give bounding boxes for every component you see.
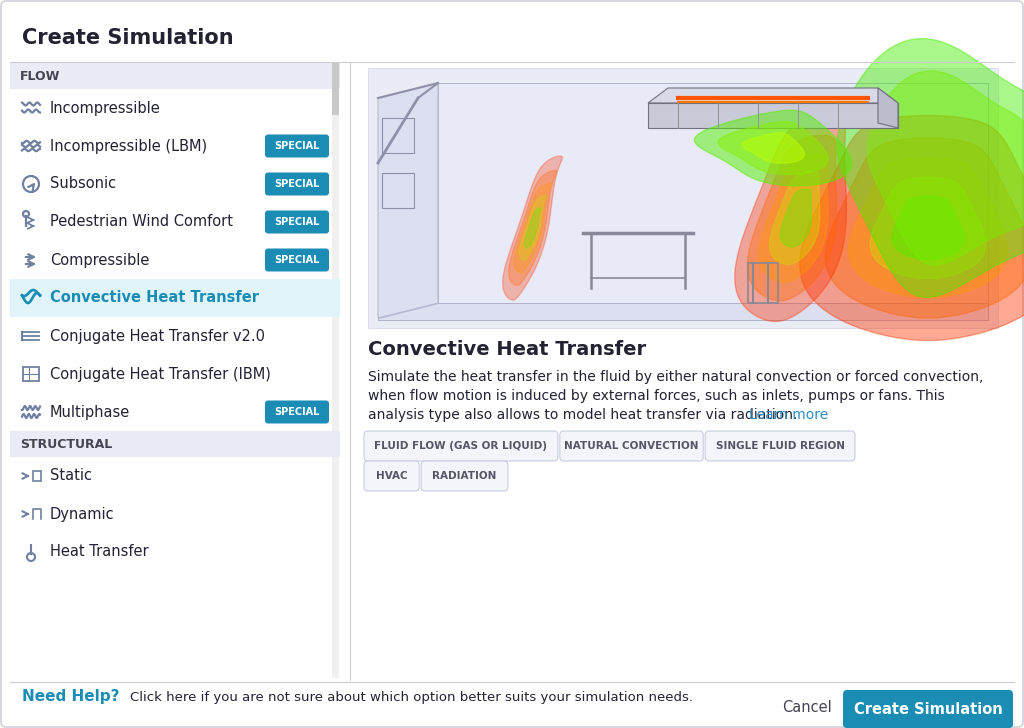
Text: SPECIAL: SPECIAL [274,141,319,151]
FancyBboxPatch shape [10,431,340,457]
Polygon shape [800,116,1024,341]
Polygon shape [770,171,820,264]
FancyBboxPatch shape [332,64,339,678]
Text: Conjugate Heat Transfer (IBM): Conjugate Heat Transfer (IBM) [50,366,271,381]
Text: SPECIAL: SPECIAL [274,255,319,265]
Text: when flow motion is induced by external forces, such as inlets, pumps or fans. T: when flow motion is induced by external … [368,389,945,403]
Polygon shape [759,154,828,282]
FancyBboxPatch shape [421,461,508,491]
Text: Simulate the heat transfer in the fluid by either natural convection or forced c: Simulate the heat transfer in the fluid … [368,370,983,384]
Polygon shape [825,138,1024,318]
Polygon shape [718,122,828,175]
Text: SPECIAL: SPECIAL [274,407,319,417]
FancyBboxPatch shape [560,431,703,461]
FancyBboxPatch shape [265,400,329,424]
Text: NATURAL CONVECTION: NATURAL CONVECTION [564,441,698,451]
Polygon shape [509,170,557,285]
Text: FLOW: FLOW [20,69,60,82]
FancyBboxPatch shape [368,68,998,328]
Polygon shape [780,189,812,247]
FancyBboxPatch shape [364,461,419,491]
Text: HVAC: HVAC [376,471,408,481]
FancyBboxPatch shape [364,431,558,461]
Text: Static: Static [50,469,92,483]
Text: Subsonic: Subsonic [50,176,116,191]
Text: Convective Heat Transfer: Convective Heat Transfer [368,340,646,359]
Polygon shape [748,135,837,301]
FancyBboxPatch shape [843,690,1013,728]
FancyBboxPatch shape [10,279,340,317]
Polygon shape [514,183,551,273]
FancyBboxPatch shape [265,135,329,157]
Text: SPECIAL: SPECIAL [274,179,319,189]
Polygon shape [503,156,562,300]
Text: analysis type also allows to model heat transfer via radiation.: analysis type also allows to model heat … [368,408,802,422]
Text: Incompressible (LBM): Incompressible (LBM) [50,138,207,154]
Polygon shape [870,178,986,279]
Polygon shape [519,196,546,261]
Text: Incompressible: Incompressible [50,100,161,116]
Polygon shape [741,133,805,163]
Polygon shape [867,71,1024,265]
Polygon shape [892,197,964,259]
Text: RADIATION: RADIATION [432,471,497,481]
Text: Dynamic: Dynamic [50,507,115,521]
FancyBboxPatch shape [10,63,340,89]
Polygon shape [694,110,852,186]
Polygon shape [378,83,438,318]
Polygon shape [378,303,988,320]
Text: STRUCTURAL: STRUCTURAL [20,438,113,451]
Text: Learn more: Learn more [749,408,828,422]
FancyBboxPatch shape [706,431,855,461]
Text: SINGLE FLUID REGION: SINGLE FLUID REGION [716,441,845,451]
FancyBboxPatch shape [265,173,329,196]
Text: SPECIAL: SPECIAL [274,217,319,227]
Polygon shape [438,83,988,303]
Polygon shape [648,88,898,103]
Text: Click here if you are not sure about which option better suits your simulation n: Click here if you are not sure about whi… [130,690,693,703]
Text: Multiphase: Multiphase [50,405,130,419]
Polygon shape [838,39,1024,298]
Polygon shape [878,88,898,128]
FancyBboxPatch shape [648,103,898,128]
Text: Convective Heat Transfer: Convective Heat Transfer [50,290,259,306]
Text: FLUID FLOW (GAS OR LIQUID): FLUID FLOW (GAS OR LIQUID) [375,441,548,451]
Text: Create Simulation: Create Simulation [22,28,233,48]
Text: Heat Transfer: Heat Transfer [50,545,148,560]
FancyBboxPatch shape [265,248,329,272]
Text: Create Simulation: Create Simulation [854,702,1002,716]
Text: Pedestrian Wind Comfort: Pedestrian Wind Comfort [50,215,233,229]
Polygon shape [524,207,542,248]
Text: Compressible: Compressible [50,253,150,267]
Polygon shape [849,158,1008,298]
FancyBboxPatch shape [265,210,329,234]
Text: Cancel: Cancel [782,700,831,716]
Text: Conjugate Heat Transfer v2.0: Conjugate Heat Transfer v2.0 [50,328,265,344]
FancyBboxPatch shape [332,63,339,115]
Polygon shape [735,114,847,322]
Text: Need Help?: Need Help? [22,689,120,705]
